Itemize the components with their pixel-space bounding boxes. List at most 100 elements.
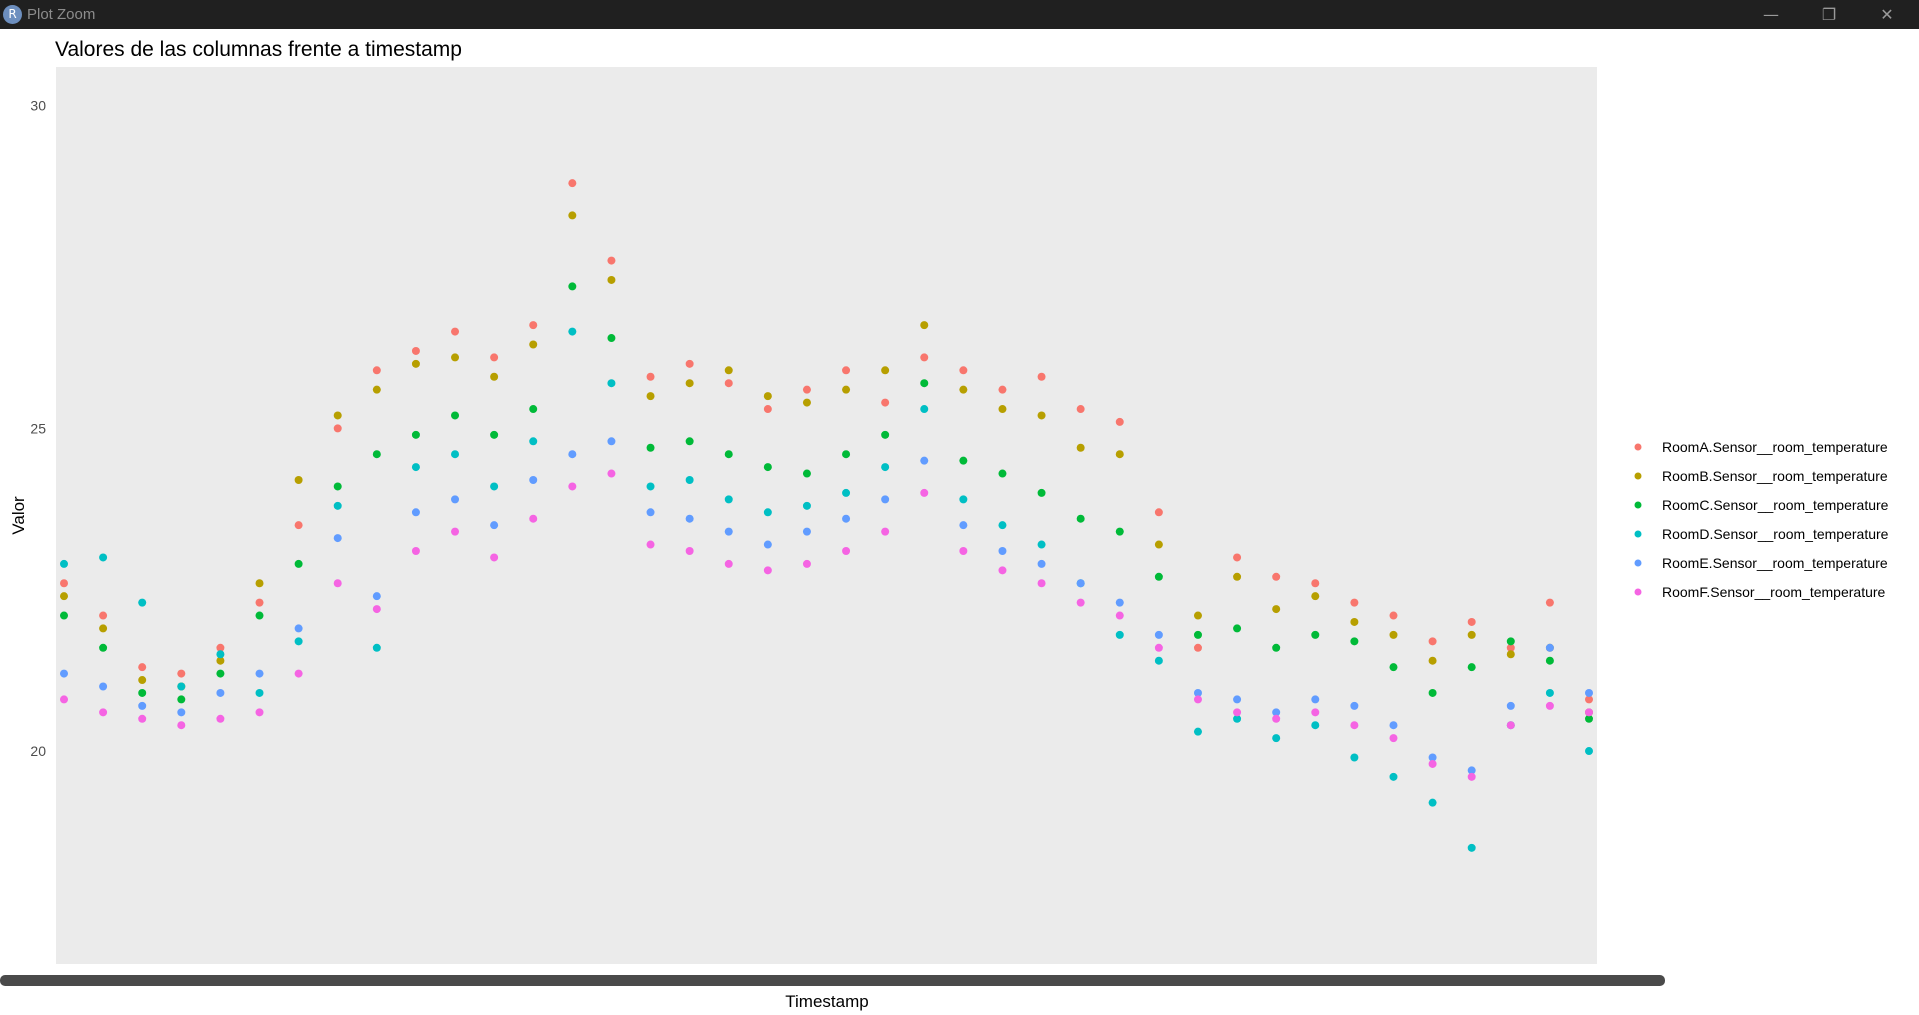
data-point <box>216 714 225 723</box>
data-point <box>333 501 342 510</box>
data-point <box>1193 688 1202 697</box>
data-point <box>1272 734 1281 743</box>
data-point <box>1037 488 1046 497</box>
data-point <box>1467 630 1476 639</box>
data-point <box>1233 572 1242 581</box>
data-point <box>646 443 655 452</box>
data-point <box>1037 372 1046 381</box>
data-point <box>333 411 342 420</box>
data-point <box>881 430 890 439</box>
data-point <box>99 624 108 633</box>
data-point <box>881 463 890 472</box>
data-point <box>1428 759 1437 768</box>
data-point <box>255 579 264 588</box>
data-point <box>372 592 381 601</box>
data-point <box>842 366 851 375</box>
data-point <box>99 708 108 717</box>
data-point <box>490 482 499 491</box>
data-point <box>763 463 772 472</box>
data-point <box>1350 721 1359 730</box>
data-point <box>177 708 186 717</box>
legend-label: RoomE.Sensor__room_temperature <box>1662 555 1888 571</box>
data-point <box>724 366 733 375</box>
data-point <box>646 482 655 491</box>
data-point <box>1272 714 1281 723</box>
data-point <box>998 469 1007 478</box>
data-point <box>1350 701 1359 710</box>
legend-label: RoomB.Sensor__room_temperature <box>1662 468 1888 484</box>
data-point <box>411 546 420 555</box>
legend: RoomA.Sensor__room_temperature RoomB.Sens… <box>1634 439 1889 600</box>
data-point <box>1389 772 1398 781</box>
data-point <box>998 521 1007 530</box>
data-point <box>568 282 577 291</box>
data-point <box>998 546 1007 555</box>
data-point <box>255 688 264 697</box>
data-point <box>1389 611 1398 620</box>
data-point <box>607 275 616 284</box>
data-point <box>1272 643 1281 652</box>
restore-icon[interactable]: ❐ <box>1821 5 1837 24</box>
data-point <box>1506 650 1515 659</box>
data-point <box>959 366 968 375</box>
data-point <box>1585 695 1593 704</box>
data-point <box>1389 663 1398 672</box>
data-point <box>920 405 929 414</box>
data-point <box>1585 708 1593 717</box>
data-point <box>1115 450 1124 459</box>
data-point <box>1389 630 1398 639</box>
data-point <box>1115 417 1124 426</box>
data-point <box>255 669 264 678</box>
data-point <box>333 579 342 588</box>
data-point <box>959 521 968 530</box>
data-point <box>138 714 147 723</box>
data-point <box>372 605 381 614</box>
data-point <box>294 637 303 646</box>
legend-key <box>1634 472 1642 480</box>
horizontal-scrollbar[interactable] <box>0 975 1665 986</box>
data-point <box>490 521 499 530</box>
data-point <box>1076 598 1085 607</box>
data-point <box>216 643 225 652</box>
data-point <box>802 398 811 407</box>
legend-label: RoomC.Sensor__room_temperature <box>1662 497 1889 513</box>
data-point <box>607 437 616 446</box>
data-point <box>646 508 655 517</box>
data-point <box>451 450 460 459</box>
data-point <box>1037 579 1046 588</box>
legend-label: RoomF.Sensor__room_temperature <box>1662 584 1886 600</box>
y-tick-label: 20 <box>30 743 46 759</box>
data-point <box>1585 747 1593 756</box>
data-point <box>1154 572 1163 581</box>
chart-title: Valores de las columnas frente a timesta… <box>55 38 462 61</box>
data-point <box>685 546 694 555</box>
data-point <box>1545 701 1554 710</box>
minimize-icon[interactable]: — <box>1763 5 1779 24</box>
data-point <box>529 340 538 349</box>
data-point <box>1585 688 1593 697</box>
data-point <box>216 656 225 665</box>
data-point <box>216 650 225 659</box>
close-icon[interactable]: ✕ <box>1880 5 1894 24</box>
data-point <box>842 488 851 497</box>
data-point <box>1311 708 1320 717</box>
legend-label: RoomA.Sensor__room_temperature <box>1662 439 1888 455</box>
data-point <box>920 379 929 388</box>
data-point <box>138 676 147 685</box>
data-point <box>411 430 420 439</box>
data-point <box>1154 656 1163 665</box>
data-point <box>60 579 68 588</box>
data-point <box>959 546 968 555</box>
data-point <box>568 327 577 336</box>
data-point <box>646 392 655 401</box>
data-points-layer <box>60 179 1593 852</box>
data-point <box>568 450 577 459</box>
data-point <box>959 495 968 504</box>
data-point <box>842 385 851 394</box>
data-point <box>724 495 733 504</box>
data-point <box>1037 559 1046 568</box>
data-point <box>411 359 420 368</box>
data-point <box>1154 508 1163 517</box>
data-point <box>646 540 655 549</box>
data-point <box>138 688 147 697</box>
